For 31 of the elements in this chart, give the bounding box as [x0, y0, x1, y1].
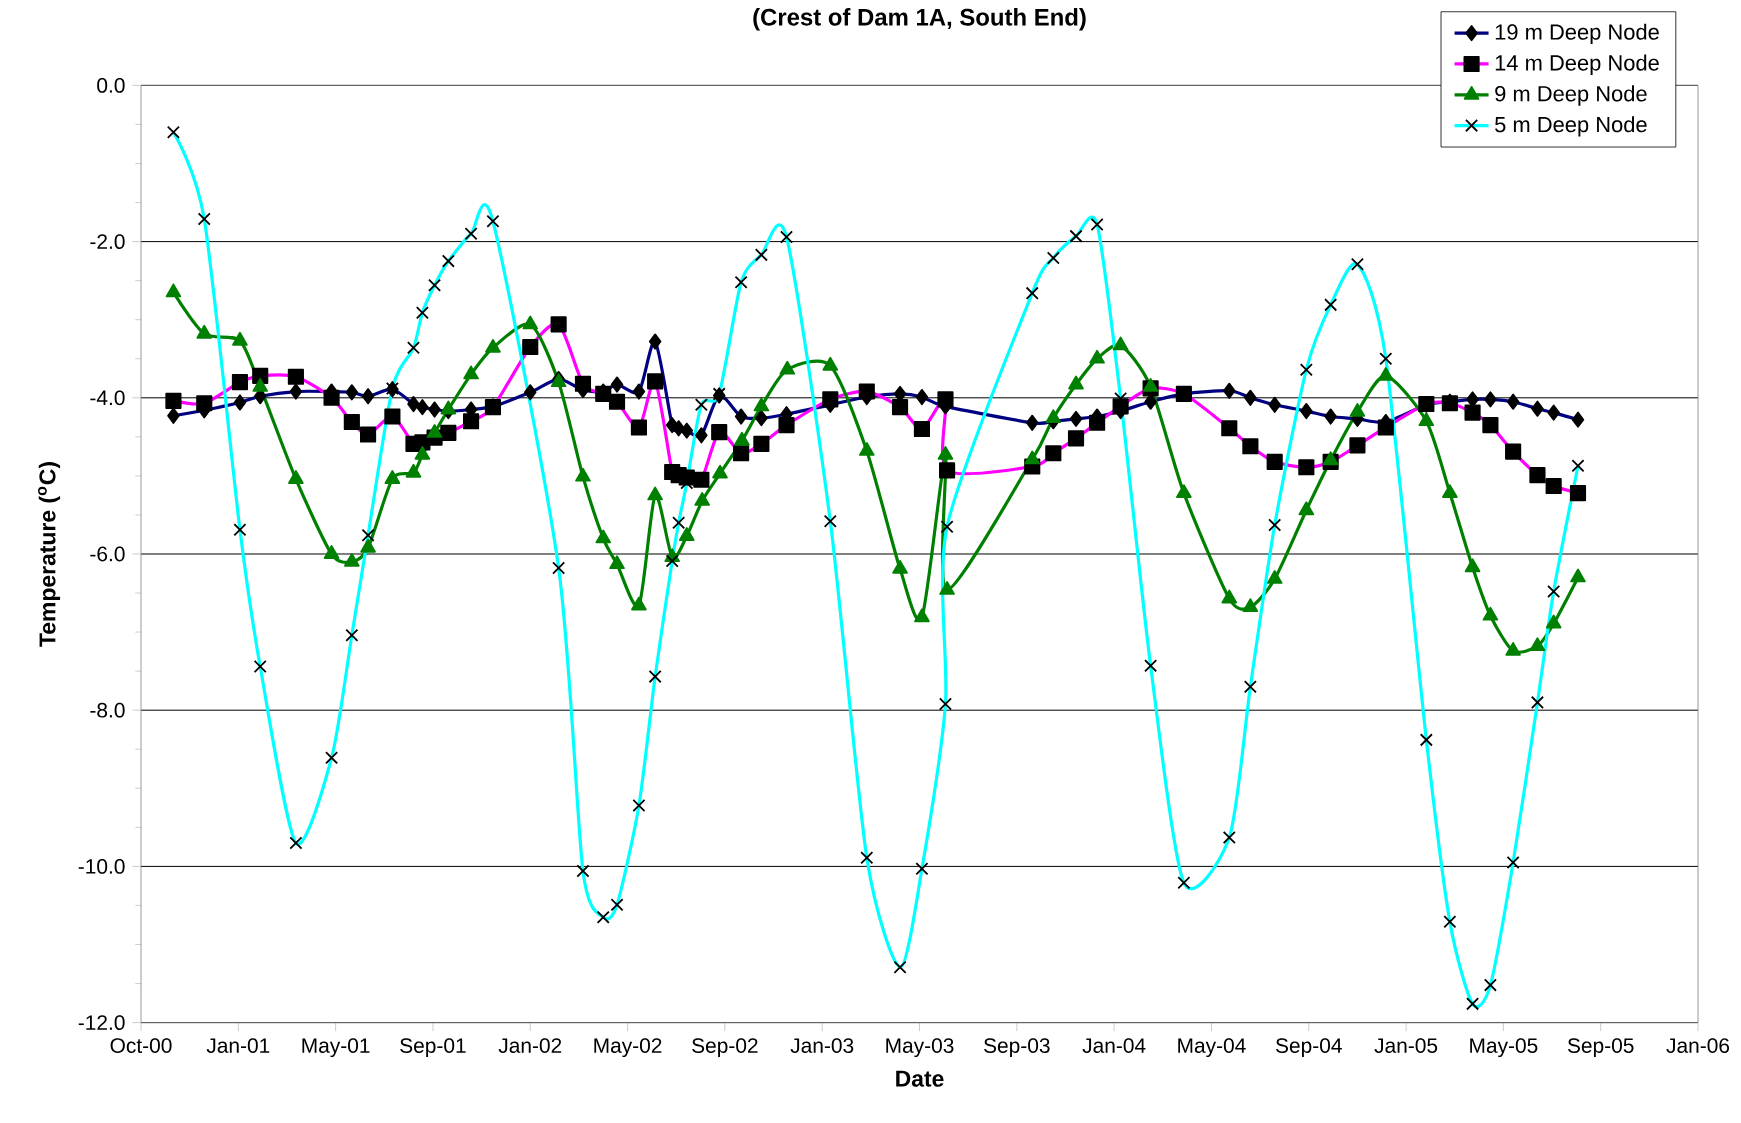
y-tick-label: -12.0 [78, 1015, 125, 1031]
y-tick-label: -2.0 [90, 234, 125, 250]
x-tick-label: Sep-01 [400, 1038, 466, 1058]
chart-title: (Crest of Dam 1A, South End) [753, 8, 1086, 31]
y-tick-label: -10.0 [78, 859, 125, 874]
x-tick-label: Jan-04 [1082, 1038, 1146, 1053]
y-axis-title: Temperature ($^{o}$C) [38, 462, 61, 647]
x-tick-label: Sep-04 [1275, 1038, 1342, 1058]
x-tick-label: May-01 [302, 1038, 370, 1058]
y-tick-label: -6.0 [90, 546, 125, 562]
legend-label: 19 m Deep Node [1495, 23, 1659, 45]
x-tick-label: Jan-06 [1666, 1038, 1730, 1053]
x-tick-label: May-03 [886, 1038, 954, 1058]
x-tick-label: May-04 [1178, 1038, 1246, 1058]
x-tick-label: May-05 [1470, 1038, 1538, 1058]
x-tick-label: Jan-05 [1374, 1038, 1438, 1053]
x-tick-label: Oct-00 [110, 1038, 172, 1053]
x-tick-label: Sep-02 [692, 1038, 758, 1058]
y-tick-label: -8.0 [90, 702, 125, 718]
x-tick-label: Jan-01 [206, 1038, 270, 1053]
legend-label: 9 m Deep Node [1495, 85, 1647, 106]
x-tick-label: Sep-05 [1567, 1038, 1634, 1058]
y-tick-label: -4.0 [90, 390, 125, 406]
x-tick-label: Jan-02 [498, 1038, 562, 1053]
x-tick-label: May-02 [594, 1038, 662, 1058]
x-tick-label: Sep-03 [984, 1038, 1050, 1058]
y-tick-label: 0.0 [97, 78, 125, 93]
x-axis-title: Date [896, 1070, 944, 1087]
legend-label: 14 m Deep Node [1495, 54, 1659, 75]
legend-label: 5 m Deep Node [1495, 116, 1647, 137]
x-tick-label: Jan-03 [790, 1038, 854, 1053]
